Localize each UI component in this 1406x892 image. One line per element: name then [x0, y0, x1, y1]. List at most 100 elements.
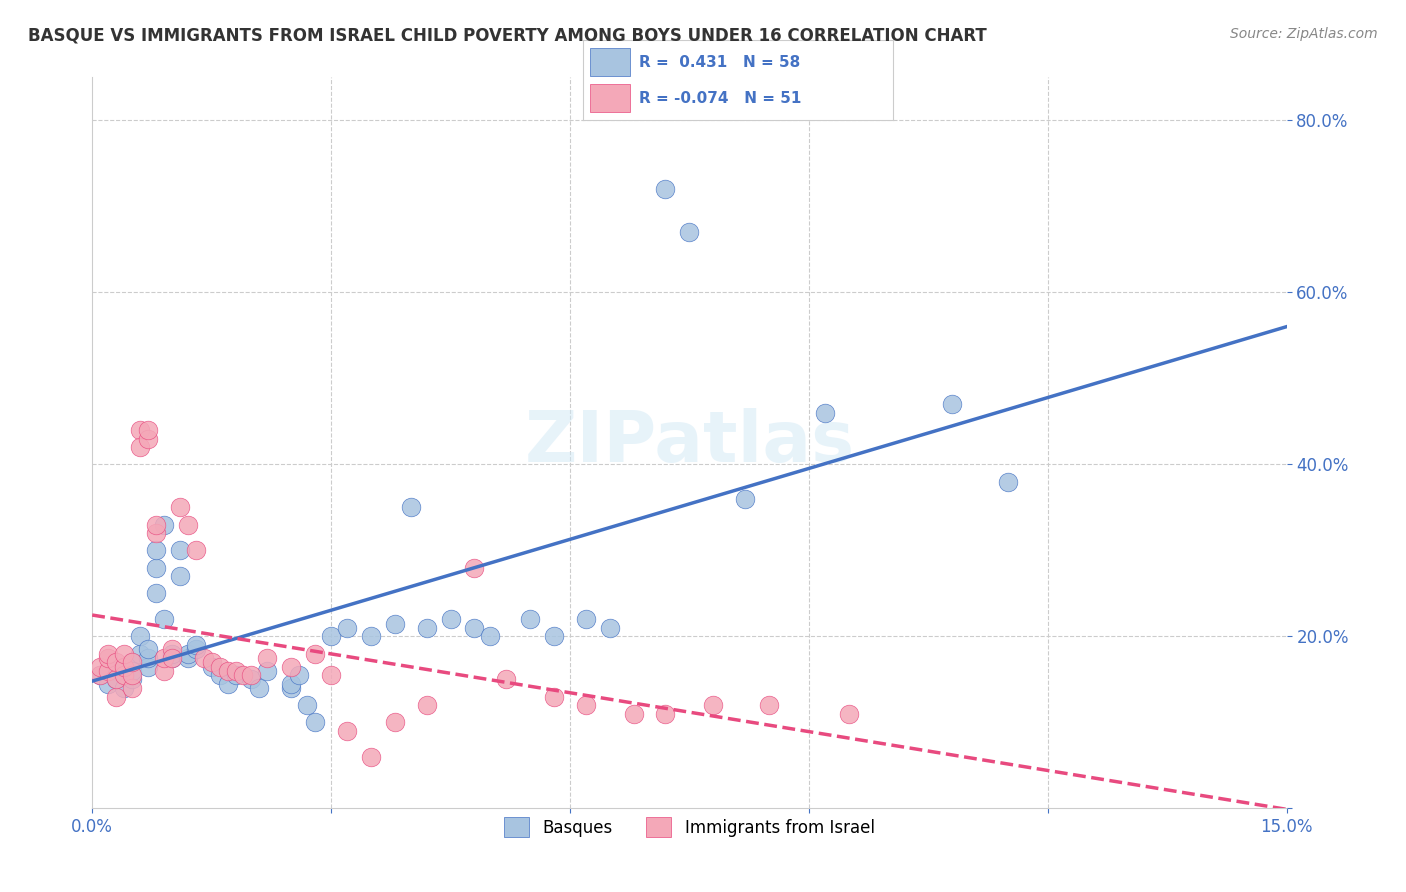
- Point: [201, 655, 224, 669]
- Point: [247, 681, 270, 695]
- Point: [997, 475, 1019, 489]
- Point: [519, 612, 541, 626]
- Text: ZIPatlas: ZIPatlas: [524, 409, 855, 477]
- Point: [336, 724, 359, 739]
- Text: R = -0.074   N = 51: R = -0.074 N = 51: [640, 91, 801, 106]
- Point: [160, 642, 183, 657]
- Point: [702, 698, 724, 713]
- Point: [217, 677, 239, 691]
- Point: [654, 182, 676, 196]
- Point: [184, 642, 207, 657]
- Point: [225, 664, 247, 678]
- Point: [89, 668, 111, 682]
- Point: [136, 642, 159, 657]
- Point: [112, 668, 135, 682]
- Point: [177, 647, 200, 661]
- Point: [136, 651, 159, 665]
- Point: [399, 500, 422, 515]
- Point: [145, 560, 167, 574]
- Point: [129, 630, 152, 644]
- Point: [121, 673, 143, 687]
- Text: BASQUE VS IMMIGRANTS FROM ISRAEL CHILD POVERTY AMONG BOYS UNDER 16 CORRELATION C: BASQUE VS IMMIGRANTS FROM ISRAEL CHILD P…: [28, 27, 987, 45]
- Point: [129, 647, 152, 661]
- Point: [384, 715, 406, 730]
- Point: [240, 668, 263, 682]
- Point: [575, 612, 598, 626]
- Point: [153, 651, 176, 665]
- Point: [121, 655, 143, 669]
- Point: [145, 586, 167, 600]
- Point: [145, 517, 167, 532]
- Point: [145, 543, 167, 558]
- Point: [256, 651, 278, 665]
- Point: [384, 616, 406, 631]
- Point: [129, 440, 152, 454]
- Point: [463, 560, 485, 574]
- Point: [112, 647, 135, 661]
- Point: [208, 668, 231, 682]
- Point: [941, 397, 963, 411]
- Point: [153, 612, 176, 626]
- Point: [89, 659, 111, 673]
- Point: [319, 668, 342, 682]
- Point: [97, 647, 120, 661]
- Point: [495, 673, 517, 687]
- Point: [160, 651, 183, 665]
- Point: [360, 630, 382, 644]
- Point: [177, 517, 200, 532]
- Point: [145, 526, 167, 541]
- Point: [599, 621, 621, 635]
- Point: [177, 651, 200, 665]
- Point: [160, 651, 183, 665]
- Point: [169, 500, 191, 515]
- Point: [336, 621, 359, 635]
- Point: [415, 621, 437, 635]
- Point: [288, 668, 311, 682]
- Point: [169, 569, 191, 583]
- Point: [112, 681, 135, 695]
- Text: R =  0.431   N = 58: R = 0.431 N = 58: [640, 55, 800, 70]
- Point: [838, 706, 860, 721]
- Point: [105, 673, 128, 687]
- Point: [112, 659, 135, 673]
- Point: [184, 638, 207, 652]
- Point: [153, 664, 176, 678]
- Point: [232, 668, 254, 682]
- Point: [280, 681, 302, 695]
- Point: [319, 630, 342, 644]
- Point: [105, 690, 128, 704]
- Point: [280, 659, 302, 673]
- Point: [415, 698, 437, 713]
- Point: [304, 647, 326, 661]
- Point: [136, 423, 159, 437]
- Point: [295, 698, 318, 713]
- Point: [89, 668, 111, 682]
- Point: [678, 225, 700, 239]
- Text: Source: ZipAtlas.com: Source: ZipAtlas.com: [1230, 27, 1378, 41]
- Point: [201, 659, 224, 673]
- Point: [654, 706, 676, 721]
- Point: [97, 651, 120, 665]
- Point: [193, 651, 215, 665]
- Point: [543, 630, 565, 644]
- Point: [304, 715, 326, 730]
- Point: [240, 673, 263, 687]
- Point: [105, 655, 128, 669]
- Point: [105, 673, 128, 687]
- Point: [256, 664, 278, 678]
- Point: [623, 706, 645, 721]
- Point: [105, 664, 128, 678]
- Legend: Basques, Immigrants from Israel: Basques, Immigrants from Israel: [498, 810, 882, 844]
- Point: [225, 668, 247, 682]
- Bar: [589, 48, 630, 77]
- Point: [208, 659, 231, 673]
- Point: [129, 423, 152, 437]
- Point: [169, 543, 191, 558]
- Bar: [589, 85, 630, 112]
- Point: [217, 664, 239, 678]
- Point: [136, 432, 159, 446]
- Point: [814, 406, 837, 420]
- Point: [463, 621, 485, 635]
- Point: [734, 491, 756, 506]
- Point: [575, 698, 598, 713]
